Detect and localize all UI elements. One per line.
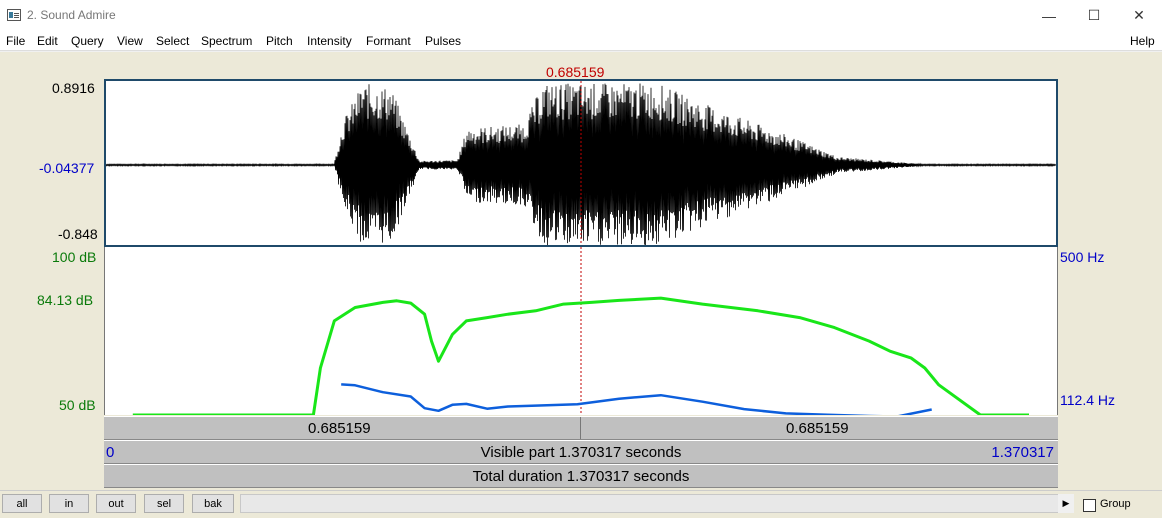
menu-select[interactable]: Select <box>156 34 190 48</box>
visible-start-label: 0 <box>106 444 115 461</box>
zoom-all-button[interactable]: all <box>2 494 42 513</box>
cursor-time-label: 0.685159 <box>546 64 605 80</box>
menu-view[interactable]: View <box>117 34 143 48</box>
menu-help[interactable]: Help <box>1130 34 1155 48</box>
menu-edit[interactable]: Edit <box>37 34 58 48</box>
left-duration-label: 0.685159 <box>308 420 371 437</box>
menu-formant[interactable]: Formant <box>366 34 411 48</box>
total-duration-bar[interactable]: Total duration 1.370317 seconds <box>104 464 1058 488</box>
praat-sound-icon <box>7 9 21 21</box>
menu-bar: File Edit Query View Select Spectrum Pit… <box>0 31 1162 51</box>
selection-duration-bar[interactable]: 0.685159 0.685159 <box>104 416 1058 440</box>
waveform-cursor-value-label: -0.04377 <box>39 160 95 176</box>
minimize-button[interactable]: — <box>1042 7 1056 24</box>
title-bar: 2. Sound Admire — ☐ ✕ <box>0 0 1162 31</box>
zoom-back-button[interactable]: bak <box>192 494 234 513</box>
bottom-toolbar: all in out sel bak ◀ ▶ Group <box>0 490 1162 518</box>
window-title: 2. Sound Admire <box>27 8 116 22</box>
visible-part-bar[interactable]: 0 Visible part 1.370317 seconds 1.370317 <box>104 440 1058 464</box>
zoom-selection-button[interactable]: sel <box>144 494 184 513</box>
right-duration-label: 0.685159 <box>786 420 849 437</box>
bar-divider <box>580 417 581 439</box>
total-duration-label: Total duration 1.370317 seconds <box>472 468 690 485</box>
waveform-trace <box>106 83 1056 245</box>
group-checkbox[interactable] <box>1083 499 1096 512</box>
menu-query[interactable]: Query <box>71 34 104 48</box>
intensity-max-label: 100 dB <box>52 249 97 265</box>
menu-intensity[interactable]: Intensity <box>307 34 352 48</box>
close-button[interactable]: ✕ <box>1133 7 1145 23</box>
scroll-right-icon[interactable]: ▶ <box>1058 494 1074 513</box>
visible-end-label: 1.370317 <box>991 444 1054 461</box>
pitch-cursor-label: 112.4 Hz <box>1060 392 1115 408</box>
menu-spectrum[interactable]: Spectrum <box>201 34 253 48</box>
intensity-min-label: 50 dB <box>59 397 96 413</box>
visible-part-label: Visible part 1.370317 seconds <box>480 444 682 461</box>
pitch-max-label: 500 Hz <box>1060 249 1105 265</box>
zoom-out-button[interactable]: out <box>96 494 136 513</box>
waveform-panel[interactable] <box>104 79 1058 247</box>
menu-pitch[interactable]: Pitch <box>266 34 293 48</box>
menu-pulses[interactable]: Pulses <box>425 34 462 48</box>
waveform-min-label: -0.848 <box>58 226 98 242</box>
zoom-in-button[interactable]: in <box>49 494 89 513</box>
maximize-button[interactable]: ☐ <box>1087 7 1101 23</box>
group-label: Group <box>1100 498 1131 510</box>
waveform-plot <box>106 81 1056 245</box>
analysis-plot <box>132 247 1030 415</box>
analysis-panel[interactable] <box>104 247 1058 415</box>
intensity-cursor-label: 84.13 dB <box>37 292 94 308</box>
horizontal-scrollbar[interactable] <box>240 494 1074 513</box>
waveform-max-label: 0.8916 <box>52 80 95 96</box>
pitch-curve <box>341 383 932 415</box>
menu-file[interactable]: File <box>6 34 26 48</box>
